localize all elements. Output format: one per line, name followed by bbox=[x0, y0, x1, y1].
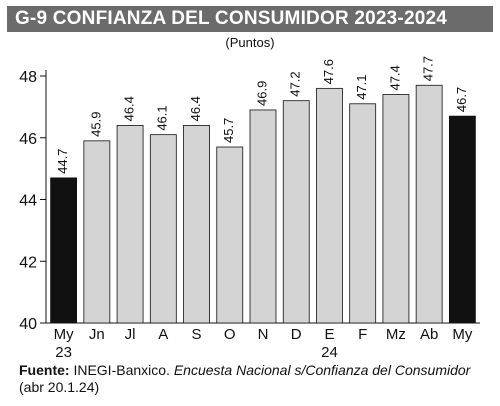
x-tick-label: F bbox=[358, 326, 367, 343]
bar bbox=[249, 109, 277, 324]
x-tick-label: O bbox=[224, 326, 236, 343]
bar bbox=[50, 177, 78, 324]
chart-title: G-9 CONFIANZA DEL CONSUMIDOR 2023-2024 bbox=[7, 6, 493, 32]
value-label: 45.9 bbox=[88, 112, 103, 137]
bar bbox=[382, 94, 410, 324]
bar bbox=[316, 87, 343, 324]
chart-subtitle: (Puntos) bbox=[225, 35, 275, 50]
x-tick-label: Jn bbox=[89, 326, 105, 343]
value-label: 47.1 bbox=[354, 74, 369, 99]
source-date: (abr 20.1.24) bbox=[19, 379, 100, 395]
value-label: 44.7 bbox=[55, 149, 70, 174]
value-label: 47.2 bbox=[288, 71, 303, 96]
value-label: 47.7 bbox=[421, 56, 436, 81]
x-tick-sublabel: 24 bbox=[321, 344, 338, 361]
y-tick-label: 40 bbox=[19, 316, 37, 333]
x-tick-label: A bbox=[158, 326, 168, 343]
x-tick-label: My bbox=[54, 326, 74, 343]
bar bbox=[448, 115, 476, 324]
x-tick-label: Jl bbox=[125, 326, 136, 343]
bar bbox=[216, 146, 244, 324]
value-label: 45.7 bbox=[221, 118, 236, 143]
bars bbox=[50, 84, 476, 324]
bar bbox=[415, 84, 443, 324]
value-label: 46.7 bbox=[454, 87, 469, 112]
y-tick-label: 46 bbox=[19, 131, 37, 148]
value-label: 46.4 bbox=[188, 96, 203, 121]
x-tick-label: S bbox=[192, 326, 202, 343]
value-label: 46.9 bbox=[254, 81, 269, 106]
source-label: Fuente: bbox=[19, 362, 70, 378]
y-tick-label: 42 bbox=[19, 254, 37, 271]
bar bbox=[183, 125, 210, 324]
x-tick-sublabel: 23 bbox=[55, 344, 72, 361]
bar bbox=[282, 100, 310, 324]
value-label: 47.4 bbox=[387, 65, 402, 90]
source-text: INEGI-Banxico. bbox=[73, 362, 170, 378]
bar bbox=[349, 103, 377, 324]
value-label: 46.4 bbox=[122, 96, 137, 121]
bar bbox=[149, 134, 177, 324]
value-label: 47.6 bbox=[321, 59, 336, 84]
y-tick-label: 48 bbox=[19, 69, 37, 86]
source-survey: Encuesta Nacional s/Confianza del Consum… bbox=[173, 362, 471, 378]
x-tick-label: D bbox=[291, 326, 302, 343]
x-tick-label: E bbox=[324, 326, 334, 343]
value-labels: 44.7 45.9 46.4 46.1 46.4 45.7 46.9 47.2 47.6 47.1… bbox=[55, 56, 469, 174]
source-note: Fuente: INEGI-Banxico. Encuesta Nacional… bbox=[19, 362, 489, 396]
x-tick-label: N bbox=[258, 326, 269, 343]
y-tick-label: 44 bbox=[19, 193, 37, 210]
value-label: 46.1 bbox=[155, 105, 170, 130]
x-tick-label: Mz bbox=[386, 326, 406, 343]
bar bbox=[116, 125, 144, 324]
x-tick-label: Ab bbox=[420, 326, 438, 343]
bar bbox=[83, 140, 111, 324]
x-tick-label: My bbox=[452, 326, 472, 343]
